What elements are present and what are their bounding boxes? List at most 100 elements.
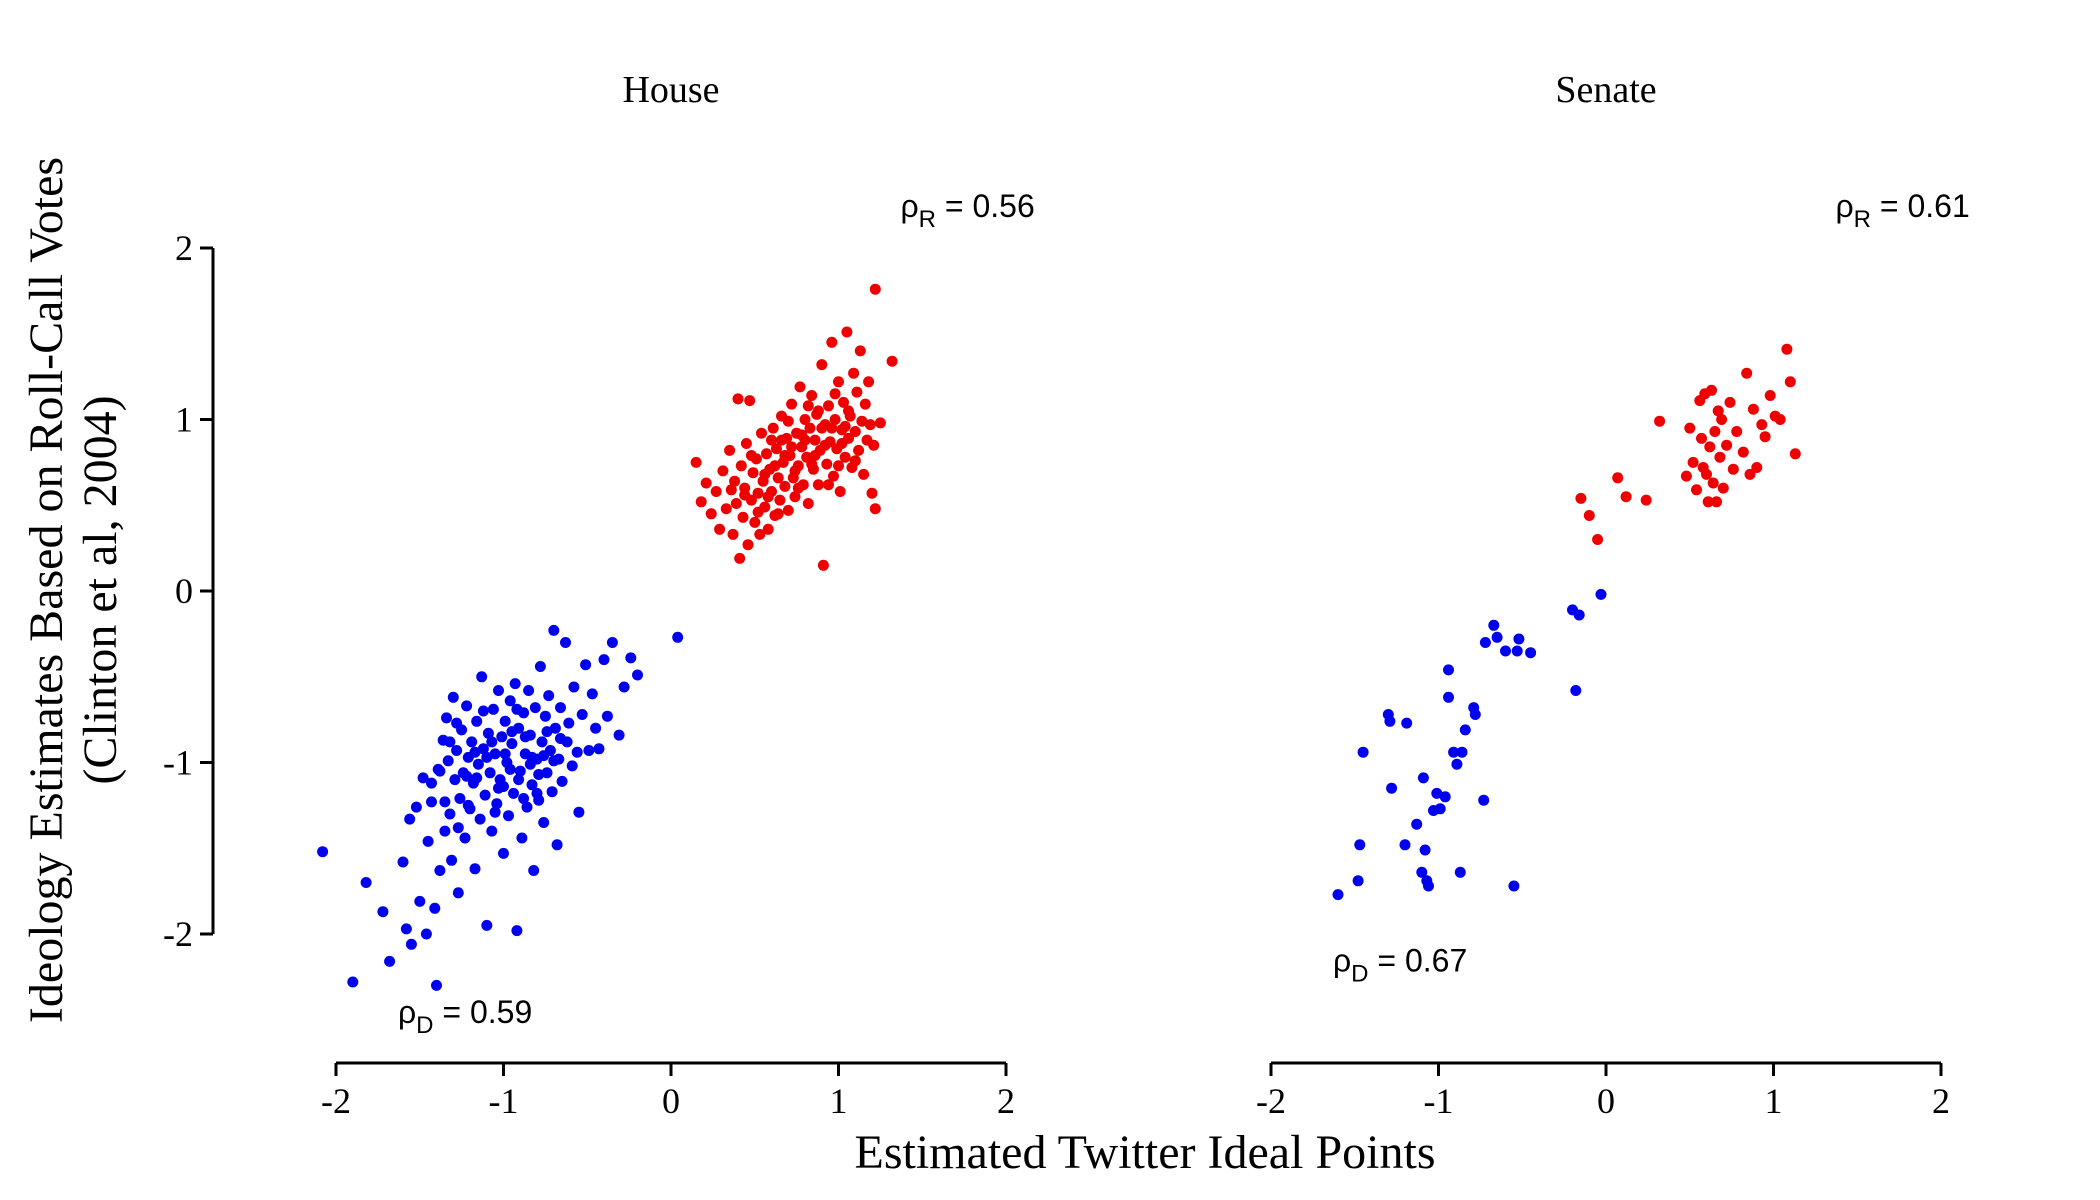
senate-panel: Senate -2 -1 0 1 2 ρR = 0.61 ρD = 0.67 [1256,69,1970,1121]
senate-point-R [1747,403,1759,415]
senate-point-D [1332,889,1344,901]
house-point-R [761,448,772,460]
house-point-D [454,793,466,804]
house-point-R [762,523,774,535]
house-point-D [556,775,568,787]
senate-point-D [1443,691,1454,703]
house-point-R [695,496,707,508]
house-point-D [489,806,501,818]
senate-point-R [1727,463,1739,475]
house-point-D [590,722,602,734]
senate-point-R [1684,422,1696,434]
house-point-R [806,458,818,470]
senate-point-D [1411,818,1423,830]
house-point-D [528,865,540,876]
senate-point-R [1781,343,1793,355]
senate-x-tick-label: 0 [1597,1081,1615,1121]
house-point-D [459,832,471,844]
house-point-D [519,731,531,743]
senate-point-R [1680,470,1692,482]
y-axis-title-line-1: Ideology Estimates Based on Roll-Call Vo… [20,157,73,1023]
house-point-R [806,390,818,401]
house-point-D [568,681,580,693]
house-point-D [477,705,489,717]
house-point-D [508,787,519,799]
house-point-R [767,422,779,434]
senate-point-R [1709,426,1721,437]
senate-point-D [1479,637,1491,648]
house-point-R [786,398,798,410]
house-point-D [451,717,463,729]
house-point-D [400,923,412,935]
house-point-D [593,743,605,755]
senate-point-D [1469,709,1481,720]
house-point-D [549,722,561,734]
house-point-D [601,710,613,722]
house-point-D [518,793,530,804]
house-point-D [481,751,493,763]
y-axis-title: Ideology Estimates Based on Roll-Call Vo… [20,157,127,1023]
house-panel: House -2 -1 0 1 2 2 1 0 -1 -2 ρR = 0.56 ρD = 0.59 [163,69,1035,1121]
house-x-tick-label: 2 [997,1081,1015,1121]
house-point-D [410,801,422,813]
senate-point-R [1774,414,1786,425]
house-point-D [444,808,456,820]
senate-point-D [1513,633,1525,645]
house-point-R [799,414,811,425]
senate-point-R [1759,431,1771,443]
house-point-R [779,450,791,461]
house-point-D [484,767,496,779]
senate-point-R [1716,414,1728,425]
house-point-R [809,434,821,446]
house-point-R [766,434,777,446]
house-point-R [836,438,848,449]
house-point-R [823,400,834,412]
senate-point-R [1737,446,1749,458]
senate-point-R [1744,468,1756,480]
house-point-D [521,801,533,813]
senate-point-R [1721,439,1733,451]
house-point-R [756,427,767,439]
house-point-R [853,444,865,456]
house-point-R [737,511,749,523]
house-point-D [476,671,488,683]
house-point-R [735,460,747,472]
house-point-D [486,825,498,837]
house-point-D [477,743,489,755]
house-point-R [782,504,794,516]
house-point-D [534,661,546,672]
house-point-D [506,738,518,750]
house-point-D [514,765,526,777]
house-point-R [839,451,851,463]
house-point-R [779,480,791,492]
house-point-D [533,769,545,780]
house-point-D [472,758,484,770]
house-point-D [563,717,575,729]
house-point-D [449,774,461,786]
senate-point-R [1583,510,1595,521]
house-point-D [377,906,389,918]
house-point-R [833,460,844,472]
house-point-D [672,631,684,643]
house-rho-r-label: ρR = 0.56 [900,188,1034,233]
house-point-R [863,376,875,388]
senate-point-R [1741,367,1753,379]
house-point-D [580,659,592,671]
house-point-D [516,832,528,844]
senate-point-D [1417,772,1429,784]
house-point-D [491,798,503,810]
house-point-R [874,417,886,429]
senate-point-D [1416,866,1428,878]
house-point-R [772,508,784,520]
senate-point-D [1439,791,1451,803]
senate-point-D [1454,866,1466,878]
house-point-R [812,479,824,491]
house-point-R [705,508,717,520]
house-point-D [461,770,473,782]
house-point-D [548,755,560,767]
house-point-D [546,786,558,798]
senate-point-R [1575,492,1587,504]
senate-point-R [1712,405,1724,417]
house-point-R [690,456,702,468]
